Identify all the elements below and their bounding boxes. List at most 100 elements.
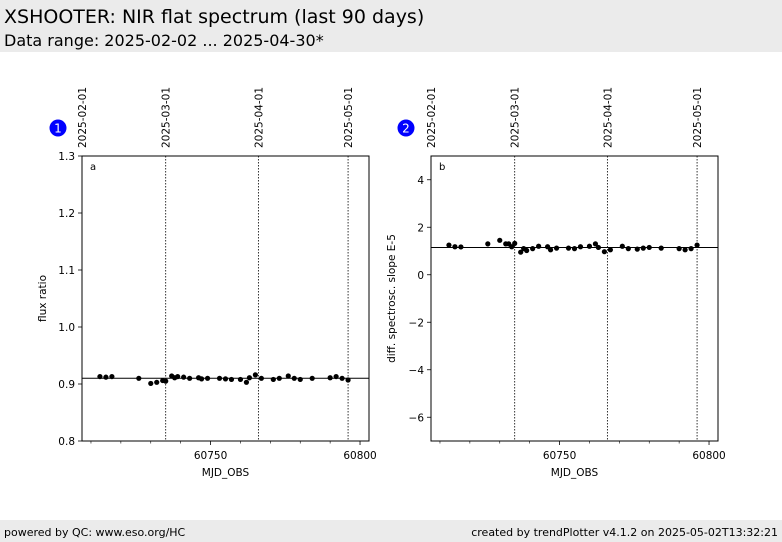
panel1-data-point — [297, 376, 303, 383]
panel1-data-point — [148, 380, 154, 387]
panel2-date-label: 2025-02-01 — [426, 87, 438, 148]
panel2-data-point — [586, 243, 593, 249]
panel2-data-point — [524, 247, 530, 254]
panel1-data-point — [175, 373, 181, 380]
panel2-data-point — [446, 242, 452, 248]
panel1-xlabel: MJD_OBS — [202, 467, 250, 479]
panel2-xlabel: MJD_OBS — [551, 467, 599, 479]
header-bar: XSHOOTER: NIR flat spectrum (last 90 day… — [0, 0, 782, 52]
panel2-data-point — [595, 244, 602, 251]
panel1-frame — [81, 155, 370, 442]
panel1-date-label: 2025-04-01 — [253, 87, 265, 148]
panel1-date-label: 2025-05-01 — [343, 87, 355, 148]
panel2-ylabel: diff. spectrosc. slope E-5 — [386, 234, 398, 363]
panel2-ytick-label: −6 — [409, 412, 425, 424]
panel1-xtick-label: 60800 — [343, 450, 376, 462]
panel1-data-point — [258, 375, 264, 381]
panel1-xtick-label: 60750 — [194, 450, 227, 462]
panel2-data-point — [592, 241, 599, 247]
panel2-label: b — [439, 162, 445, 173]
panel1-data-point — [237, 376, 244, 383]
panel2-data-point — [571, 246, 578, 252]
panel2-ytick-label: −4 — [409, 365, 425, 377]
panel2-data-point — [452, 244, 458, 250]
panel1-ytick-label: 1.3 — [58, 151, 75, 163]
panel2-data-point — [485, 241, 491, 247]
footer-bar: powered by QC: www.eso.org/HC created by… — [0, 520, 782, 542]
panel1-data-point — [204, 375, 211, 381]
panel2-data-point — [553, 245, 560, 251]
panel2-data-point — [607, 247, 613, 253]
panel1-ytick-label: 1.2 — [58, 208, 75, 220]
panel1-data-point — [309, 375, 315, 381]
panel1-ytick-label: 0.9 — [58, 379, 75, 391]
footer-credit: powered by QC: www.eso.org/HC — [4, 526, 186, 539]
panel1-data-point — [109, 373, 115, 380]
panel2-data-point — [530, 246, 536, 252]
panel2-date-label: 2025-05-01 — [692, 87, 704, 148]
panel2-data-point — [658, 245, 664, 251]
panel2-data-point — [565, 245, 572, 251]
panel1-date-label: 2025-02-01 — [77, 87, 89, 148]
page-subtitle: Data range: 2025-02-02 ... 2025-04-30* — [4, 31, 324, 50]
panel1-data-point — [270, 376, 276, 383]
panel2-badge-number: 2 — [402, 122, 410, 136]
panel1-data-point — [333, 373, 339, 380]
panel1-data-point — [285, 373, 291, 379]
panel2-data-point — [688, 246, 694, 252]
panel1-data-point — [243, 379, 250, 385]
panel2-frame — [430, 155, 719, 442]
panel2-data-point — [625, 246, 631, 252]
panel2-data-point — [509, 244, 515, 250]
panel2-data-point — [646, 244, 652, 251]
panel2-data-point — [634, 246, 640, 252]
panel1-data-point — [228, 376, 235, 383]
panel2-ytick-label: −2 — [409, 317, 424, 329]
panel2-date-label: 2025-04-01 — [602, 87, 614, 148]
panel1-data-point — [97, 373, 103, 380]
panel1-ylabel: flux ratio — [37, 275, 49, 322]
panel1-badge — [49, 119, 67, 137]
panel1-data-point — [181, 374, 187, 380]
panel1-data-point — [198, 376, 205, 382]
panel1-data-point — [246, 375, 253, 381]
panel2-date-label: 2025-03-01 — [510, 87, 522, 148]
panel1-data-point — [163, 378, 169, 384]
panel2-data-point — [694, 242, 700, 248]
panel1-data-point — [103, 374, 109, 380]
panel2-data-point — [536, 243, 542, 249]
panel1-data-point — [276, 375, 282, 381]
panel2-data-point — [458, 244, 464, 250]
panel1-data-point — [252, 372, 258, 378]
panel2-data-point — [512, 240, 518, 246]
panel1-ytick-label: 1.1 — [58, 265, 75, 277]
panel1-date-label: 2025-03-01 — [161, 87, 173, 148]
panel1-ytick-label: 0.8 — [58, 436, 75, 448]
page-title: XSHOOTER: NIR flat spectrum (last 90 day… — [4, 6, 425, 28]
panel2-badge — [397, 119, 415, 137]
panel2-data-point — [547, 247, 554, 253]
panel2-data-point — [619, 243, 625, 249]
panel1-badge-number: 1 — [54, 122, 62, 136]
footer-generator: created by trendPlotter v4.1.2 on 2025-0… — [471, 526, 778, 539]
panel1-data-point — [291, 375, 297, 381]
panel2-ytick-label: 4 — [417, 175, 424, 187]
panel2-xtick-label: 60800 — [692, 450, 725, 462]
panel2-data-point — [577, 244, 584, 250]
panel1-data-point — [136, 375, 142, 381]
panel2-data-point — [640, 245, 646, 251]
panel1-data-point — [154, 379, 160, 385]
panel1-data-point — [187, 375, 193, 381]
panel2-data-point — [676, 246, 682, 252]
panel2-ytick-label: 0 — [417, 270, 424, 282]
panel2-data-point — [682, 247, 688, 253]
panel1-data-point — [345, 377, 351, 383]
panel1-data-point — [327, 375, 333, 381]
panel2-data-point — [518, 249, 524, 255]
panel2-data-point — [497, 237, 503, 243]
panel2-ytick-label: 2 — [417, 222, 424, 234]
panel1-data-point — [216, 375, 223, 381]
panel1-ytick-label: 1.0 — [58, 322, 75, 334]
panel1-label: a — [90, 162, 96, 173]
